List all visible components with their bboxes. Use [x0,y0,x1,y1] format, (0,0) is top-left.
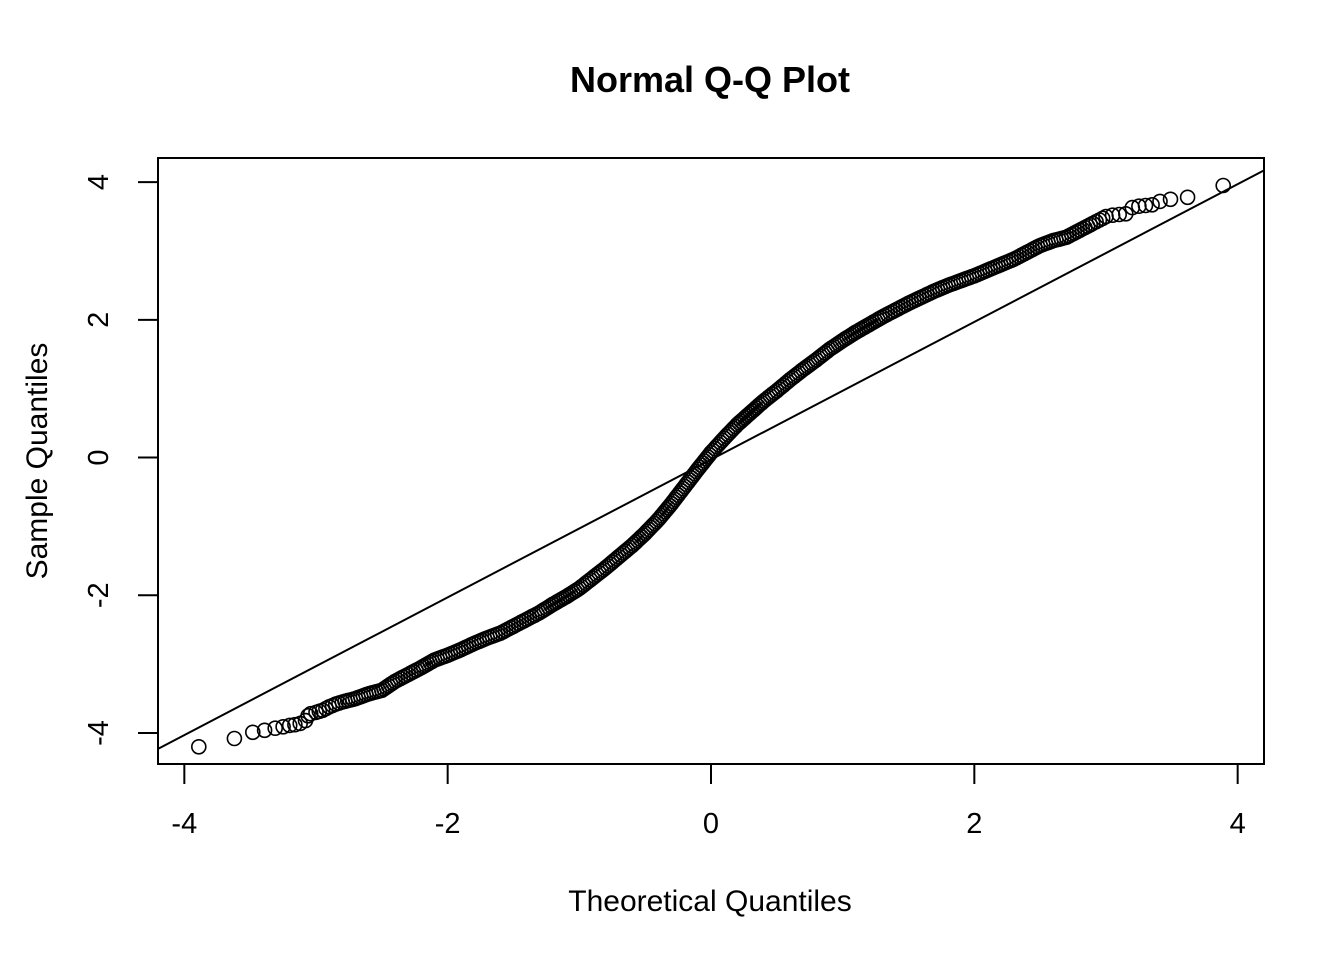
data-point [1215,177,1231,194]
x-tick-label: 2 [966,808,982,840]
data-point [281,717,298,734]
x-tick-label: -4 [171,808,197,840]
chart-title: Normal Q-Q Plot [570,59,850,100]
data-point [1094,210,1111,227]
y-tick-label: 2 [83,312,115,328]
data-point [1179,189,1196,206]
y-tick-label: 0 [83,449,115,465]
x-axis-label: Theoretical Quantiles [568,885,851,918]
data-point [256,722,273,739]
data-point [1162,191,1179,208]
x-tick-label: 0 [703,808,719,840]
data-point [300,707,316,724]
y-axis-label: Sample Quantiles [21,343,54,580]
y-tick-label: -2 [83,582,115,608]
data-point [1111,206,1127,223]
data-point [1152,193,1168,210]
y-tick-label: 4 [83,174,115,190]
data-point [267,720,284,737]
data-point [1137,197,1154,214]
data-point [245,724,261,741]
data-point [226,730,243,747]
data-point [191,738,207,755]
data-points [191,177,1231,755]
x-axis: -4 -2 0 2 4 [171,764,1246,840]
data-point [1144,197,1160,213]
x-tick-label: -2 [435,808,461,840]
y-axis: -4 -2 0 2 4 [83,174,158,746]
data-point [275,718,291,735]
x-tick-label: 4 [1230,808,1246,840]
y-tick-label: -4 [83,720,115,746]
